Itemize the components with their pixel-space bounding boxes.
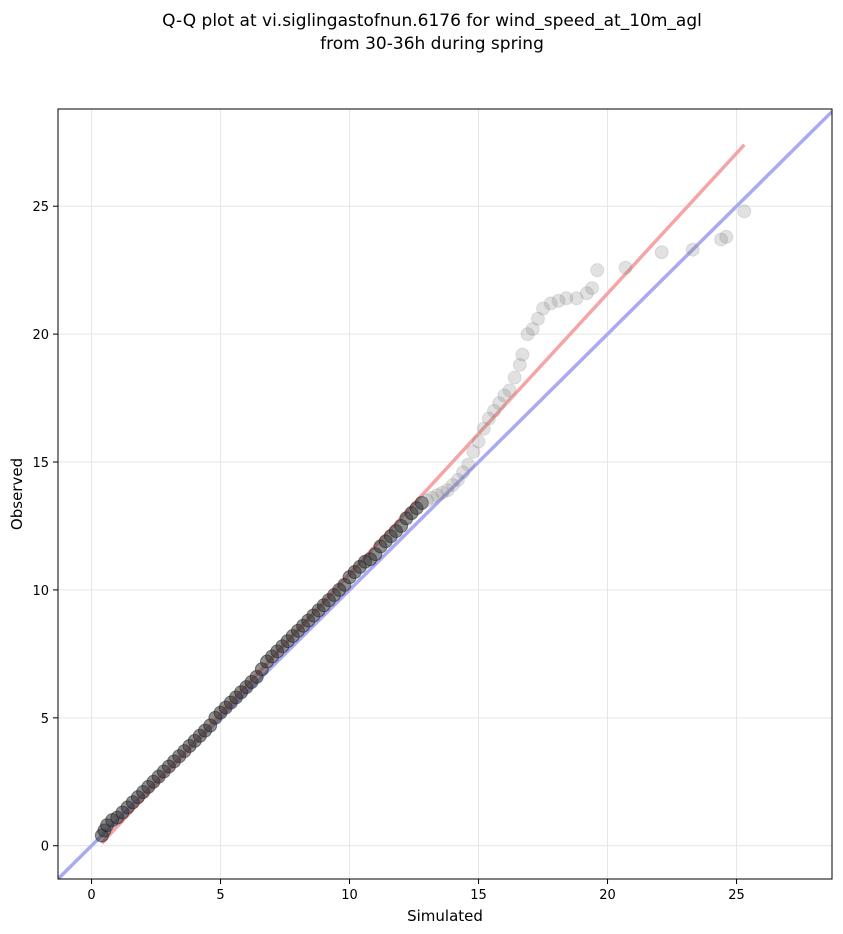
grid-lines — [58, 109, 832, 879]
data-point — [618, 260, 633, 275]
data-point — [492, 396, 507, 411]
data-point — [536, 301, 551, 316]
data-point — [590, 263, 605, 278]
data-point — [435, 485, 450, 500]
y-axis-label: Observed — [8, 458, 26, 530]
data-point — [450, 472, 465, 487]
x-tick-label: 15 — [470, 888, 487, 903]
data-point — [476, 421, 491, 436]
data-point — [714, 232, 729, 247]
y-tick-label: 0 — [41, 840, 49, 855]
data-point — [507, 370, 522, 385]
data-point — [497, 388, 512, 403]
data-point — [551, 293, 566, 308]
y-tick-label: 25 — [32, 200, 49, 215]
data-point — [737, 204, 752, 219]
y-tick-label: 10 — [32, 584, 49, 599]
x-tick-label: 25 — [728, 888, 745, 903]
data-point — [579, 286, 594, 301]
data-point — [487, 403, 502, 418]
axis-ticks: 0 5 10 15 20 25 0 5 10 15 20 25 — [32, 200, 744, 903]
data-point — [414, 495, 429, 510]
x-tick-label: 5 — [216, 888, 224, 903]
y-tick-label: 20 — [32, 328, 49, 343]
x-tick-label: 0 — [87, 888, 95, 903]
data-point — [654, 245, 669, 260]
data-point — [461, 457, 476, 472]
data-point — [502, 383, 517, 398]
data-point — [585, 281, 600, 296]
data-point — [685, 242, 700, 257]
data-point — [515, 347, 530, 362]
data-point — [543, 296, 558, 311]
x-axis-label: Simulated — [407, 907, 483, 925]
data-point — [520, 327, 535, 342]
data-point — [481, 411, 496, 426]
data-point — [559, 291, 574, 306]
chart-title-line-1: Q-Q plot at vi.siglingastofnun.6176 for … — [162, 11, 702, 31]
data-point — [471, 434, 486, 449]
data-point — [440, 483, 455, 498]
chart-title-line-2: from 30-36h during spring — [320, 34, 544, 54]
plot-frame — [57, 108, 833, 880]
data-point — [530, 311, 545, 326]
data-points — [94, 204, 752, 843]
data-point — [445, 478, 460, 493]
data-point — [466, 444, 481, 459]
data-point — [512, 357, 527, 372]
data-point — [419, 493, 434, 508]
data-point — [525, 322, 540, 336]
y-tick-label: 15 — [32, 456, 49, 471]
data-point — [430, 488, 445, 503]
y-tick-label: 5 — [41, 712, 49, 727]
x-tick-label: 10 — [341, 888, 358, 903]
data-point — [456, 465, 471, 480]
data-point — [719, 229, 734, 244]
data-point — [569, 291, 584, 306]
x-tick-label: 20 — [599, 888, 616, 903]
data-point — [425, 490, 440, 505]
